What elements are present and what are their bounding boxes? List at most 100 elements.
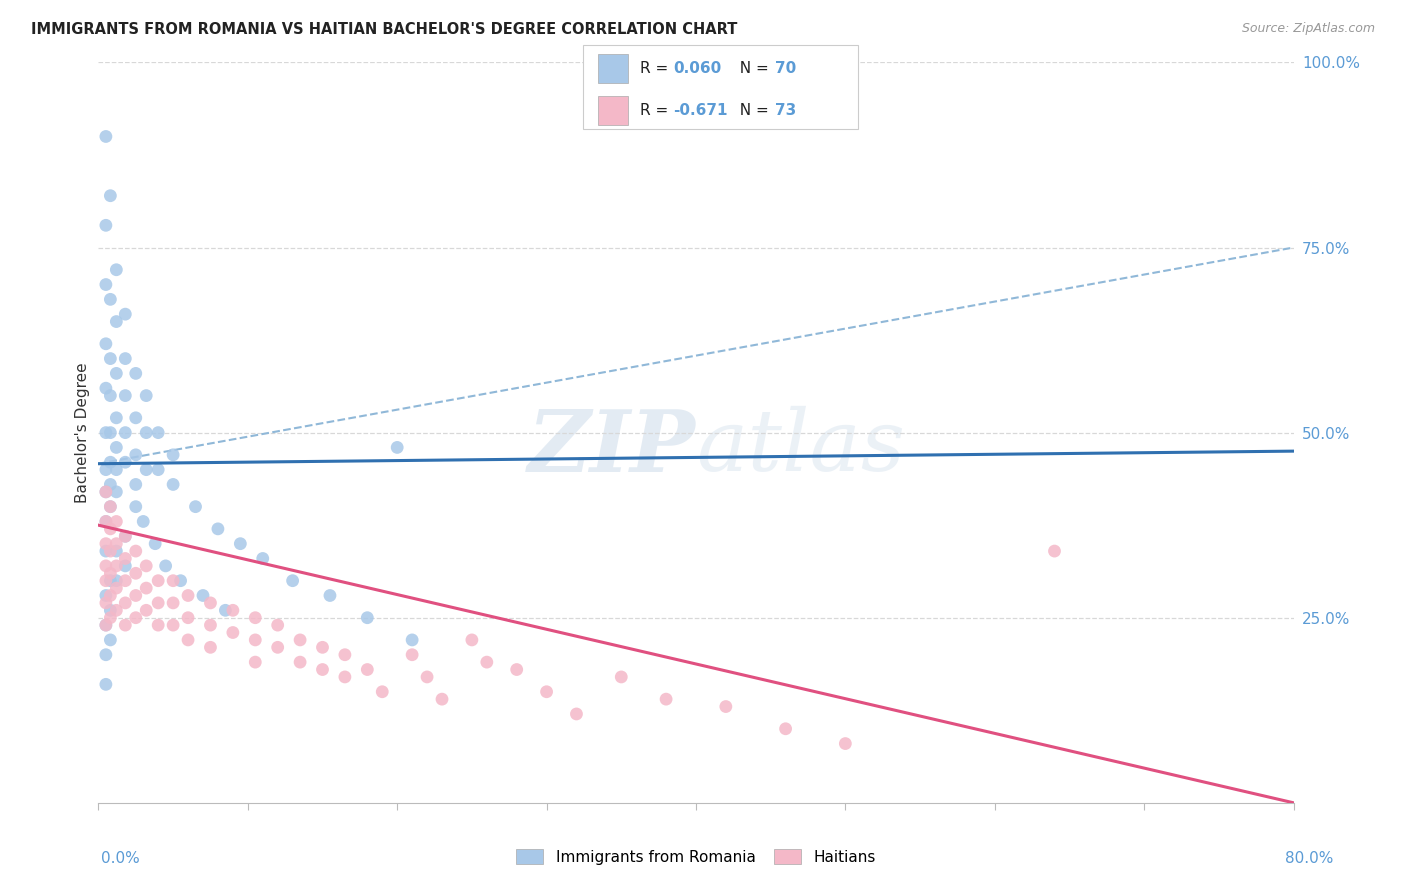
Point — [475, 655, 498, 669]
Point — [125, 477, 148, 491]
Point — [94, 544, 117, 558]
Point — [506, 663, 529, 677]
Point — [125, 566, 148, 581]
Point — [94, 618, 117, 632]
Point — [114, 558, 136, 573]
Point — [288, 632, 311, 647]
Point — [536, 685, 558, 699]
Point — [114, 551, 136, 566]
Point — [371, 685, 394, 699]
Point — [98, 477, 122, 491]
Point — [191, 589, 214, 603]
Point — [162, 596, 184, 610]
Point — [94, 558, 117, 573]
Point — [105, 574, 128, 588]
Point — [135, 388, 157, 402]
Point — [105, 462, 128, 476]
Point — [775, 722, 797, 736]
Point — [430, 692, 453, 706]
Point — [177, 589, 200, 603]
Point — [114, 455, 136, 469]
Point — [655, 692, 678, 706]
Point — [114, 388, 136, 402]
Text: R =: R = — [640, 103, 673, 119]
Legend: Immigrants from Romania, Haitians: Immigrants from Romania, Haitians — [512, 844, 880, 869]
Point — [245, 610, 267, 624]
Point — [148, 462, 170, 476]
Point — [94, 648, 117, 662]
Point — [169, 574, 191, 588]
Point — [98, 500, 122, 514]
Point — [252, 551, 274, 566]
Point — [207, 522, 229, 536]
Point — [333, 648, 356, 662]
Point — [105, 536, 128, 550]
Text: R =: R = — [640, 61, 673, 76]
Point — [125, 500, 148, 514]
Point — [105, 484, 128, 499]
Point — [114, 574, 136, 588]
Point — [94, 219, 117, 233]
Point — [94, 515, 117, 529]
Point — [98, 589, 122, 603]
Text: ZIP: ZIP — [529, 406, 696, 489]
Point — [288, 655, 311, 669]
Point — [125, 367, 148, 381]
Point — [98, 425, 122, 440]
Point — [105, 314, 128, 328]
Point — [98, 455, 122, 469]
Point — [135, 581, 157, 595]
Point — [94, 277, 117, 292]
Point — [132, 515, 155, 529]
Point — [98, 351, 122, 366]
Point — [245, 655, 267, 669]
Point — [94, 618, 117, 632]
Point — [98, 388, 122, 402]
Point — [94, 484, 117, 499]
Point — [98, 544, 122, 558]
Point — [143, 536, 166, 550]
Point — [105, 558, 128, 573]
Point — [356, 663, 378, 677]
Point — [311, 663, 333, 677]
Point — [245, 632, 267, 647]
Point — [135, 558, 157, 573]
Point — [834, 737, 856, 751]
Point — [200, 640, 222, 655]
Point — [1043, 544, 1066, 558]
Text: 73: 73 — [775, 103, 796, 119]
Point — [200, 596, 222, 610]
Point — [222, 625, 245, 640]
Point — [267, 640, 290, 655]
Point — [98, 293, 122, 307]
Text: 0.0%: 0.0% — [101, 851, 141, 865]
Point — [135, 462, 157, 476]
Point — [148, 618, 170, 632]
Point — [461, 632, 484, 647]
Point — [222, 603, 245, 617]
Point — [105, 515, 128, 529]
Point — [105, 544, 128, 558]
Point — [94, 536, 117, 550]
Point — [229, 536, 252, 550]
Point — [385, 441, 409, 455]
Point — [714, 699, 737, 714]
Point — [319, 589, 342, 603]
Point — [98, 632, 122, 647]
Text: 80.0%: 80.0% — [1285, 851, 1333, 865]
Text: N =: N = — [730, 103, 773, 119]
Point — [105, 581, 128, 595]
Point — [162, 574, 184, 588]
Point — [105, 262, 128, 277]
Point — [94, 425, 117, 440]
Point — [105, 367, 128, 381]
Point — [94, 596, 117, 610]
Point — [135, 603, 157, 617]
Point — [401, 632, 423, 647]
Point — [610, 670, 633, 684]
Point — [125, 589, 148, 603]
Point — [214, 603, 236, 617]
Point — [148, 596, 170, 610]
Point — [200, 618, 222, 632]
Point — [125, 410, 148, 425]
